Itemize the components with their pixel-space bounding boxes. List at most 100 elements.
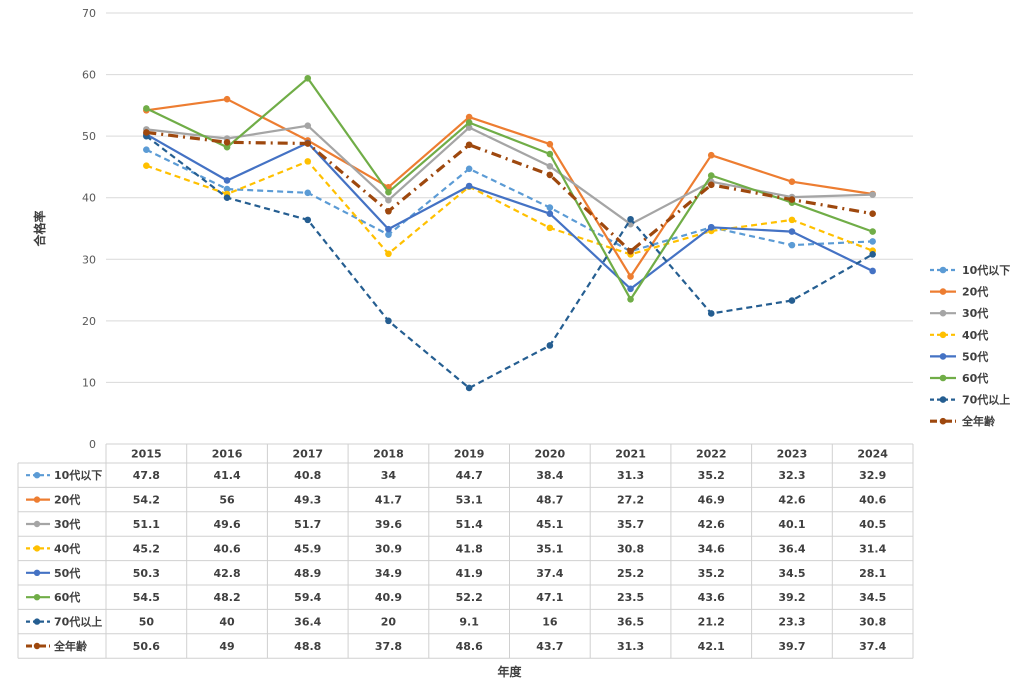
data-point: [546, 224, 554, 232]
legend-swatch-marker: [939, 374, 947, 382]
series-line: [145, 148, 873, 253]
table-cell-value: 40.1: [778, 518, 805, 531]
table-cell-value: 39.2: [778, 591, 805, 604]
data-point: [627, 285, 634, 293]
data-point: [788, 297, 796, 304]
table-cell-value: 50.6: [133, 640, 160, 653]
table-key-marker: [33, 520, 41, 528]
table-cell-value: 42.8: [213, 567, 240, 580]
table-cell-value: 34.9: [375, 567, 402, 580]
y-tick-label: 10: [82, 376, 96, 389]
y-tick-label: 20: [82, 315, 96, 328]
table-cell-value: 34.6: [698, 542, 725, 555]
table-cell-value: 37.4: [536, 567, 563, 580]
table-row: 70代以上 50 40 36.4 20 9.1 16 36.5 21.2 23.3 30.8: [26, 615, 886, 629]
data-point: [546, 342, 554, 349]
legend-item: 10代以下: [930, 263, 1010, 277]
y-tick-label: 0: [89, 438, 96, 451]
data-point: [465, 124, 473, 131]
legend-item: 70代以上: [930, 393, 1010, 407]
data-point: [304, 140, 312, 147]
data-point: [385, 225, 392, 233]
table-row: 20代 54.2 56 49.3 41.7 53.1 48.7 27.2 46.9 42.6 40.…: [26, 493, 887, 507]
legend-swatch-marker: [939, 288, 947, 295]
table-cell-value: 41.4: [213, 469, 240, 482]
table-key-marker: [33, 594, 41, 601]
data-point: [385, 196, 392, 204]
table-series-label: 全年齢: [53, 639, 88, 653]
table-cell-value: 54.5: [133, 591, 160, 604]
table-cell-value: 32.9: [859, 469, 886, 482]
data-point: [223, 139, 231, 146]
data-point: [385, 317, 392, 325]
table-cell-value: 40.6: [859, 494, 886, 507]
data-point: [869, 251, 876, 258]
table-series-label: 60代: [54, 590, 80, 604]
table-cell-value: 36.4: [294, 616, 321, 629]
table-cell-value: 41.8: [456, 542, 483, 555]
table-key-marker: [33, 496, 41, 503]
legend-item: 60代: [930, 371, 988, 385]
table-cell-value: 42.6: [778, 494, 805, 507]
table-cell-value: 43.7: [536, 640, 563, 653]
data-point: [627, 296, 634, 303]
series-line: [145, 160, 873, 256]
table-row: 50代 50.3 42.8 48.9 34.9 41.9 37.4 25.2 35.2 34.5 2…: [26, 566, 886, 580]
x-tick-label: 2022: [696, 448, 727, 461]
table-cell-value: 31.3: [617, 640, 644, 653]
x-axis-label: 年度: [497, 664, 522, 679]
table-cell-value: 28.1: [859, 567, 886, 580]
data-point: [788, 216, 796, 224]
legend-item: 30代: [930, 306, 988, 320]
table-cell-value: 30.9: [375, 542, 402, 555]
table-series-label: 40代: [54, 541, 80, 555]
y-tick-label: 30: [82, 253, 96, 266]
table-cell-value: 40.9: [375, 591, 402, 604]
data-point: [143, 105, 150, 112]
table-cell-value: 35.2: [698, 469, 725, 482]
table-key-marker: [33, 472, 41, 479]
x-tick-label: 2018: [373, 448, 404, 461]
x-tick-label: 2016: [212, 448, 243, 461]
table-cell-value: 50.3: [133, 567, 160, 580]
data-point: [788, 228, 796, 235]
table-cell-value: 40.5: [859, 518, 886, 531]
legend-swatch-marker: [939, 417, 947, 425]
legend-item: 40代: [930, 328, 988, 342]
table-key-marker: [33, 545, 41, 552]
data-point: [385, 231, 392, 238]
data-point: [627, 215, 634, 223]
table-key-marker: [33, 618, 41, 625]
data-point: [546, 210, 554, 218]
x-tick-label: 2021: [615, 448, 646, 461]
x-tick-label: 2024: [857, 448, 888, 461]
data-point: [869, 191, 876, 198]
table-cell-value: 23.5: [617, 591, 644, 604]
data-point: [223, 177, 231, 184]
table-cell-value: 46.9: [698, 494, 725, 507]
legend-item: 全年齢: [930, 414, 996, 428]
table-cell-value: 51.7: [294, 518, 321, 531]
table-cell-value: 41.9: [456, 567, 483, 580]
data-point: [707, 151, 715, 159]
legend-label: 40代: [962, 328, 988, 342]
table-cell-value: 54.2: [133, 494, 160, 507]
table-key-marker: [33, 642, 41, 650]
legend-swatch-marker: [939, 353, 947, 360]
legend-label: 10代以下: [962, 263, 1010, 277]
series-group: [143, 74, 876, 392]
data-point: [627, 273, 634, 280]
legend-swatch-marker: [939, 266, 947, 274]
table-cell-value: 34: [381, 469, 397, 482]
data-point: [223, 95, 231, 103]
table-series-label: 30代: [54, 517, 80, 531]
data-point: [223, 143, 231, 151]
data-point: [788, 196, 796, 203]
table-cell-value: 48.8: [294, 640, 321, 653]
table-cell-value: 31.4: [859, 542, 886, 555]
table-cell-value: 31.3: [617, 469, 644, 482]
legend-swatch-marker: [939, 309, 947, 317]
table-cell-value: 44.7: [456, 469, 483, 482]
legend-label: 60代: [962, 371, 988, 385]
